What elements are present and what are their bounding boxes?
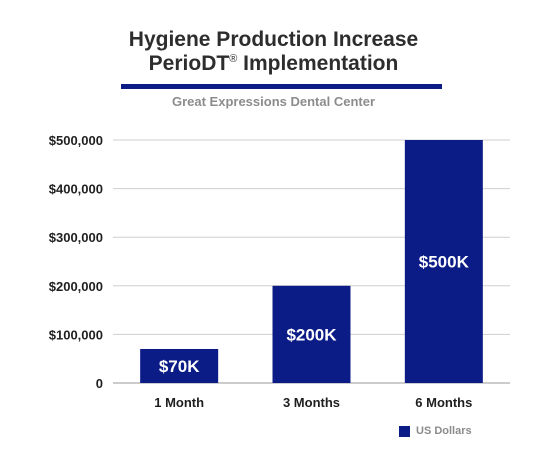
registered-mark: ®: [229, 53, 238, 65]
legend: US Dollars: [399, 425, 472, 437]
y-tick-label: 0: [96, 376, 103, 391]
y-tick-label: $400,000: [49, 182, 103, 197]
bar-data-label: $200K: [286, 325, 337, 344]
chart-title-line-2: PerioDT® Implementation: [0, 52, 547, 76]
title-underline-rule: [121, 84, 442, 89]
x-category-label: 1 Month: [154, 395, 204, 410]
y-tick-label: $500,000: [49, 133, 103, 148]
title-rest: Implementation: [237, 52, 399, 75]
y-tick-label: $300,000: [49, 230, 103, 245]
chart-subtitle: Great Expressions Dental Center: [171, 94, 376, 109]
y-tick-label: $100,000: [49, 327, 103, 342]
chart-title-line-1: Hygiene Production Increase: [128, 28, 419, 51]
title-brand: PerioDT: [148, 52, 230, 75]
bar: [140, 348, 219, 383]
legend-swatch: [399, 425, 410, 437]
legend-label: US Dollars: [416, 425, 472, 437]
bar-data-label: $500K: [419, 253, 470, 272]
x-category-label: 3 Months: [283, 395, 340, 410]
x-category-label: 6 Months: [415, 395, 472, 410]
y-tick-label: $200,000: [49, 279, 103, 294]
bar-data-label: $70K: [159, 357, 200, 376]
bar: [404, 140, 483, 383]
bar: [272, 285, 351, 383]
